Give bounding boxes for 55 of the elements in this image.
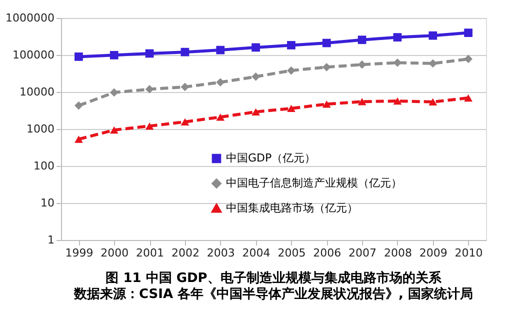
- point: [252, 43, 260, 52]
- x-tick-label: 2007: [348, 246, 377, 260]
- point: [252, 108, 260, 116]
- x-tick-label: 2002: [171, 246, 200, 260]
- x-tick-label: 2003: [206, 246, 235, 260]
- y-tick-label: 10000: [20, 86, 54, 98]
- point: [322, 38, 331, 48]
- point: [145, 122, 154, 130]
- x-tick-label: 2006: [313, 246, 342, 260]
- point: [393, 33, 402, 42]
- y-tick-label: 100000: [12, 48, 54, 62]
- legend-label: 中国电子信息制造产业规模（亿元）: [226, 176, 402, 190]
- point: [74, 52, 83, 61]
- point: [110, 50, 118, 60]
- point: [287, 104, 296, 112]
- point: [216, 78, 225, 86]
- point: [180, 118, 190, 126]
- point: [358, 98, 366, 106]
- point: [110, 88, 118, 97]
- point: [110, 126, 118, 134]
- x-tick-label: 2000: [100, 246, 129, 260]
- legend-label: 中国GDP（亿元）: [226, 152, 316, 164]
- y-tick-label: 1000: [26, 122, 54, 136]
- text: 图 11 中国 GDP、电子制造业规模与集成电路市场的关系: [106, 270, 442, 286]
- x-tick-label: 2001: [136, 246, 164, 260]
- y-tick-label: 10: [40, 196, 54, 210]
- point: [216, 113, 225, 121]
- point: [145, 49, 154, 58]
- point: [287, 41, 296, 50]
- y-tick-label: 1000000: [6, 12, 54, 24]
- x-tick-label: 2004: [242, 246, 270, 260]
- point: [464, 28, 472, 37]
- x-tick-label: 2010: [454, 246, 483, 260]
- point: [216, 46, 225, 54]
- point: [393, 97, 402, 105]
- point: [252, 72, 260, 81]
- legend-label: 中国集成电路市场（亿元）: [226, 202, 358, 214]
- point: [287, 66, 296, 75]
- x-tick-label: 2005: [278, 246, 306, 260]
- source-note: 数据来源：CSIA 各年《中国半导体产业发展状况报告》, 国家统计局: [72, 286, 474, 302]
- point: [74, 101, 83, 110]
- point: [322, 62, 331, 72]
- point: [74, 136, 83, 143]
- y-tick-label: 1: [48, 234, 54, 246]
- point: [322, 100, 331, 108]
- point: [180, 48, 190, 56]
- point: [428, 98, 438, 106]
- x-tick-label: 2009: [419, 246, 448, 260]
- x-tick-label: 2008: [384, 246, 412, 260]
- x-tick-label: 1999: [65, 246, 94, 260]
- point: [464, 54, 472, 64]
- y-tick-label: 100: [34, 160, 54, 172]
- point: [428, 31, 438, 40]
- point: [464, 94, 472, 102]
- point: [358, 36, 366, 44]
